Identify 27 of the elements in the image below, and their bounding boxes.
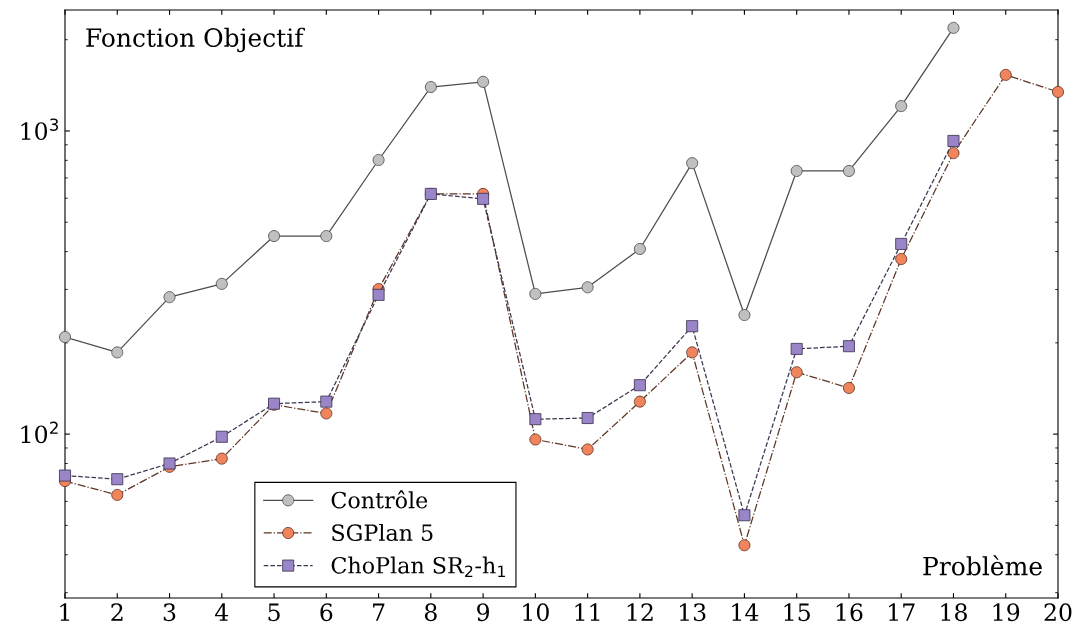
- legend-label: SGPlan 5: [332, 523, 433, 542]
- x-tick-label: 17: [889, 603, 915, 621]
- x-tick-label: 18: [941, 603, 967, 622]
- y-tick-label: 10$^{2}$: [21, 421, 58, 444]
- x-tick-label: 1: [60, 603, 70, 621]
- x-tick-label: 4: [215, 603, 229, 621]
- x-tick-label: 19: [993, 603, 1020, 622]
- x-tick-label: 5: [268, 603, 280, 622]
- x-tick-label: 20: [1044, 603, 1072, 622]
- x-tick-label: 10: [523, 603, 549, 622]
- x-tick-label: 7: [373, 603, 385, 621]
- legend-label: ChoPlan SR$_{2}$-h$_{1}$: [331, 556, 505, 578]
- x-tick-label: 13: [680, 603, 706, 622]
- x-tick-label: 3: [163, 603, 176, 622]
- legend-label: Contrôle: [331, 490, 428, 509]
- x-tick-label: 11: [575, 603, 600, 621]
- x-tick-label: 15: [784, 603, 810, 622]
- y-axis-title: Fonction Objectif: [86, 27, 305, 53]
- x-tick-label: 12: [627, 603, 653, 621]
- x-tick-label: 16: [836, 603, 863, 622]
- x-tick-label: 9: [477, 603, 490, 622]
- y-tick-label: 10$^{3}$: [21, 118, 59, 141]
- x-tick-label: 6: [320, 603, 333, 622]
- x-axis-title: Problème: [923, 555, 1042, 576]
- x-tick-label: 2: [111, 603, 123, 621]
- x-tick-label: 14: [732, 603, 759, 621]
- x-tick-label: 8: [424, 603, 437, 622]
